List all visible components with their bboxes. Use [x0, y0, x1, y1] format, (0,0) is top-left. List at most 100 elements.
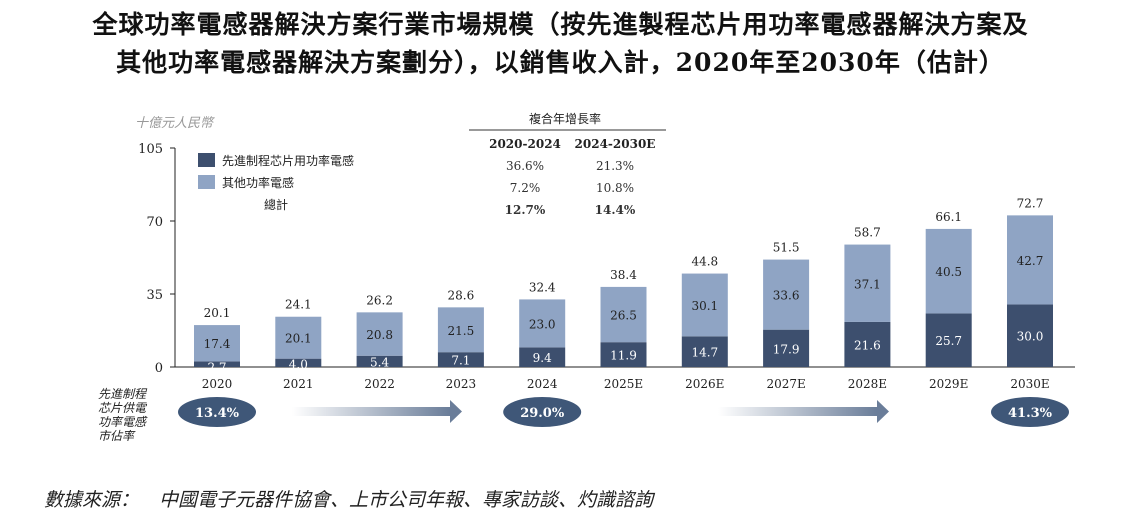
share-label: 先進制程 — [98, 387, 148, 401]
x-tick-label: 2022 — [364, 377, 395, 391]
bar-other — [681, 273, 728, 337]
x-tick-label: 2020 — [202, 377, 233, 391]
data-label-total: 26.2 — [366, 293, 393, 307]
bar-other — [1007, 215, 1053, 305]
bar-other — [275, 316, 322, 359]
y-tick-label: 0 — [155, 361, 163, 376]
bar-advanced — [437, 352, 484, 367]
title-line-1: 全球功率電感器解決方案行業市場規模（按先進製程芯片用功率電感器解決方案及 — [92, 10, 1029, 39]
x-tick-label: 2029E — [929, 377, 968, 391]
legend-label-advanced: 先進制程芯片用功率電感 — [222, 153, 354, 168]
data-label-advanced: 4.0 — [289, 358, 308, 372]
data-label-total: 38.4 — [610, 268, 637, 282]
cagr-header: 2020-2024 — [489, 137, 561, 151]
y-axis-unit: 十億元人民幣 — [135, 116, 215, 131]
bar-advanced — [763, 329, 810, 367]
data-label-total: 28.6 — [448, 288, 475, 302]
data-label-other: 30.1 — [691, 299, 718, 313]
data-label-advanced: 30.0 — [1017, 330, 1044, 344]
x-tick-label: 2025E — [604, 377, 643, 391]
y-tick-label: 105 — [138, 142, 163, 157]
x-tick-label: 2024 — [527, 377, 558, 391]
data-label-total: 44.8 — [691, 255, 718, 269]
bar-advanced — [519, 347, 566, 367]
cagr-value: 12.7% — [505, 203, 546, 217]
data-label-other: 26.5 — [610, 309, 637, 323]
data-label-other: 40.5 — [935, 265, 962, 279]
y-tick-label: 70 — [146, 215, 163, 230]
legend-label-total: 總計 — [264, 197, 288, 212]
share-badge — [503, 397, 582, 427]
share-label: 芯片供電 — [98, 401, 148, 415]
data-label-other: 37.1 — [854, 277, 881, 291]
share-label: 市佔率 — [98, 429, 136, 443]
data-label-advanced: 21.6 — [854, 338, 881, 352]
trend-arrow — [718, 407, 877, 416]
bar-advanced — [356, 355, 403, 367]
bar-other — [356, 312, 403, 356]
bar-advanced — [844, 321, 891, 367]
cagr-value: 14.4% — [595, 203, 636, 217]
data-label-other: 23.0 — [529, 317, 556, 331]
share-label: 功率電感 — [98, 415, 148, 429]
data-label-other: 20.1 — [285, 332, 312, 346]
data-label-other: 42.7 — [1017, 254, 1044, 268]
share-badge — [178, 397, 256, 427]
bar-other — [194, 325, 240, 362]
share-value: 41.3% — [1008, 406, 1053, 421]
arrow-head-icon — [450, 400, 462, 423]
source-label: 數據來源： — [44, 489, 140, 511]
source-note: 數據來源： 中國電子元器件協會、上市公司年報、專家訪談、灼識諮詢 — [44, 485, 673, 512]
bar-other — [844, 244, 891, 322]
x-tick-label: 2021 — [283, 377, 314, 391]
cagr-value: 10.8% — [596, 181, 634, 195]
bar-other — [763, 259, 810, 330]
chart-title: 全球功率電感器解決方案行業市場規模（按先進製程芯片用功率電感器解決方案及 其他功… — [0, 6, 1121, 82]
y-tick-label: 35 — [146, 288, 163, 303]
bar-other — [925, 228, 972, 314]
legend-label-other: 其他功率電感 — [222, 175, 294, 190]
legend-swatch-advanced — [198, 153, 215, 167]
bar-advanced — [194, 361, 240, 367]
cagr-title: 複合年增長率 — [529, 111, 601, 126]
bar-advanced — [925, 313, 972, 367]
x-tick-label: 2023 — [446, 377, 477, 391]
data-label-advanced: 11.9 — [610, 349, 637, 363]
data-label-other: 33.6 — [773, 289, 800, 303]
share-badge — [991, 397, 1069, 427]
x-tick-label: 2030E — [1010, 377, 1049, 391]
data-label-advanced: 25.7 — [935, 334, 962, 348]
cagr-value: 36.6% — [506, 159, 544, 173]
share-value: 29.0% — [520, 406, 565, 421]
x-tick-label: 2026E — [685, 377, 724, 391]
data-label-total: 66.1 — [935, 210, 962, 224]
data-label-total: 72.7 — [1017, 196, 1044, 210]
bar-advanced — [681, 336, 728, 367]
data-label-advanced: 5.4 — [370, 355, 389, 369]
bar-other — [519, 299, 566, 348]
cagr-header: 2024-2030E — [575, 137, 656, 151]
data-label-advanced: 17.9 — [773, 342, 800, 356]
bar-other — [600, 286, 647, 343]
cagr-value: 21.3% — [596, 159, 634, 173]
arrow-head-icon — [877, 400, 889, 423]
data-label-advanced: 7.1 — [451, 354, 470, 368]
data-label-advanced: 14.7 — [691, 346, 718, 360]
bar-advanced — [275, 358, 322, 367]
data-label-total: 20.1 — [204, 306, 231, 320]
bar-advanced — [1007, 304, 1053, 367]
data-label-total: 51.5 — [773, 241, 800, 255]
data-label-other: 21.5 — [448, 324, 475, 338]
legend-swatch-other — [198, 175, 215, 189]
share-value: 13.4% — [195, 406, 240, 421]
bar-other — [437, 307, 484, 353]
source-text: 中國電子元器件協會、上市公司年報、專家訪談、灼識諮詢 — [159, 489, 654, 511]
data-label-total: 58.7 — [854, 226, 881, 240]
data-label-total: 24.1 — [285, 298, 312, 312]
data-label-advanced: 2.7 — [207, 360, 226, 374]
bar-advanced — [600, 342, 647, 367]
data-label-other: 20.8 — [366, 328, 393, 342]
cagr-value: 7.2% — [510, 181, 541, 195]
data-label-advanced: 9.4 — [533, 351, 552, 365]
